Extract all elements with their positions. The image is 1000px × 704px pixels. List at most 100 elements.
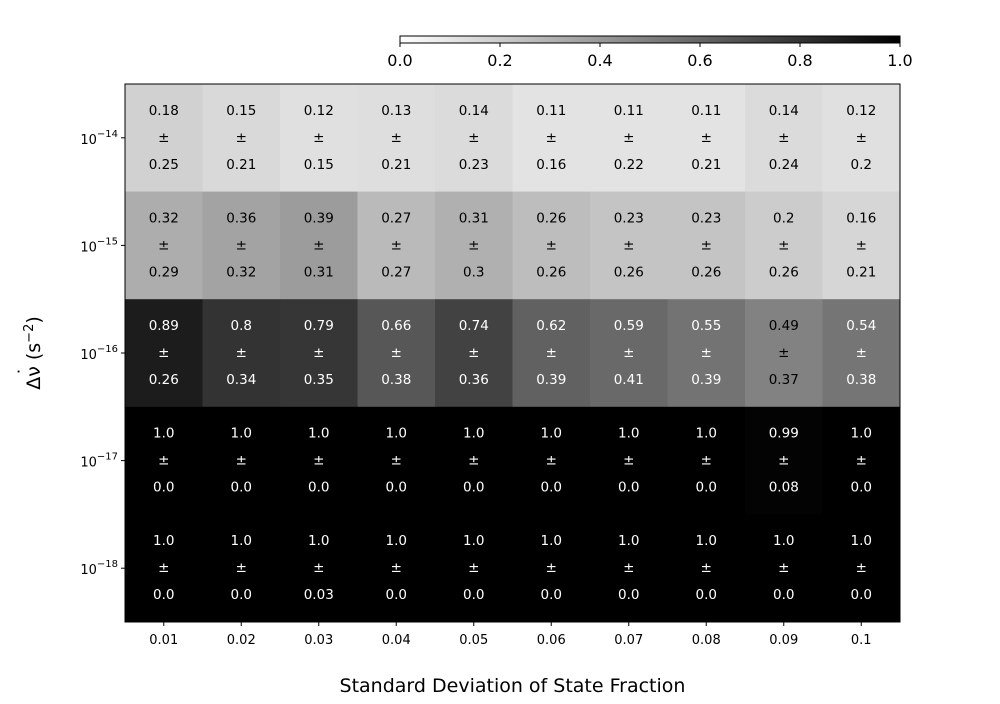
cell-value: 0.18	[149, 103, 179, 119]
cell-plus-minus: ±	[236, 237, 247, 253]
cell-plus-minus: ±	[391, 130, 402, 146]
colorbar-tick-label: 0.4	[587, 51, 612, 70]
x-tick-label: 0.06	[537, 633, 566, 648]
cell-value: 0.12	[846, 103, 876, 119]
cell-error: 0.3	[463, 264, 484, 280]
cell-error: 0.39	[536, 372, 566, 388]
cell-value: 0.31	[459, 210, 489, 226]
x-tick-label: 0.08	[692, 633, 721, 648]
cell-rect	[512, 84, 591, 193]
heatmap-cell: 0.15 ±0.21	[202, 84, 281, 193]
y-tick-exponent: −18	[97, 559, 118, 570]
cell-plus-minus: ±	[391, 345, 402, 361]
cell-rect	[357, 514, 436, 623]
cell-error: 0.0	[153, 587, 174, 603]
cell-plus-minus: ±	[856, 130, 867, 146]
heatmap-cell: 1.0 ±0.0	[512, 406, 591, 515]
cell-plus-minus: ±	[236, 130, 247, 146]
cell-plus-minus: ±	[778, 453, 789, 469]
heatmap-cell: 0.55 ±0.39	[667, 299, 746, 408]
cell-error: 0.21	[846, 264, 876, 280]
cell-error: 0.16	[536, 157, 566, 173]
cell-error: 0.26	[769, 264, 799, 280]
cell-plus-minus: ±	[236, 453, 247, 469]
cell-value: 1.0	[463, 533, 484, 549]
cell-value: 0.49	[769, 318, 799, 334]
y-tick-base: 10	[80, 133, 97, 148]
cell-error: 0.38	[381, 372, 411, 388]
cell-rect	[667, 406, 746, 515]
heatmap-cell: 0.89 ±0.26	[125, 299, 203, 408]
cell-rect	[667, 84, 746, 193]
cell-value: 1.0	[618, 426, 639, 442]
cell-error: 0.0	[618, 587, 639, 603]
cell-value: 1.0	[696, 533, 717, 549]
cell-value: 1.0	[153, 426, 174, 442]
cell-value: 1.0	[773, 533, 794, 549]
cell-plus-minus: ±	[313, 453, 324, 469]
cell-value: 1.0	[541, 426, 562, 442]
colorbar-tick-label: 0.2	[487, 51, 512, 70]
cell-rect	[512, 299, 591, 408]
cell-error: 0.29	[149, 264, 179, 280]
cell-value: 0.26	[536, 210, 566, 226]
cell-rect	[435, 514, 513, 623]
y-axis-label-text: Δν (s−2)	[22, 316, 45, 390]
cell-plus-minus: ±	[158, 453, 169, 469]
cell-rect	[822, 84, 901, 193]
cell-error: 0.0	[231, 480, 252, 496]
cell-rect	[125, 514, 203, 623]
cell-error: 0.36	[459, 372, 489, 388]
cell-plus-minus: ±	[391, 237, 402, 253]
cell-value: 1.0	[618, 533, 639, 549]
cell-plus-minus: ±	[701, 237, 712, 253]
cell-plus-minus: ±	[546, 130, 557, 146]
cell-plus-minus: ±	[856, 345, 867, 361]
cell-error: 0.0	[696, 480, 717, 496]
heatmap-cell: 1.0 ±0.0	[822, 406, 901, 515]
cell-value: 1.0	[696, 426, 717, 442]
cell-rect	[745, 299, 823, 408]
cell-value: 1.0	[541, 533, 562, 549]
cell-rect	[822, 406, 901, 515]
cell-rect	[435, 191, 513, 300]
heatmap-cell: 1.0 ±0.0	[435, 514, 513, 623]
cell-value: 0.15	[226, 103, 256, 119]
cell-value: 1.0	[153, 533, 174, 549]
heatmap-cell: 0.26 ±0.26	[512, 191, 591, 300]
cell-error: 0.0	[541, 480, 562, 496]
y-label-symbol: ν	[23, 366, 45, 377]
cell-rect	[590, 406, 668, 515]
heatmap-cell: 0.12 ±0.2	[822, 84, 901, 193]
cell-error: 0.0	[696, 587, 717, 603]
cell-error: 0.26	[691, 264, 721, 280]
cell-rect	[745, 406, 823, 515]
cell-error: 0.2	[851, 157, 872, 173]
heatmap-cell: 1.0 ±0.0	[512, 514, 591, 623]
heatmap-cell: 0.59 ±0.41	[590, 299, 668, 408]
heatmap-cell: 1.0 ±0.0	[280, 406, 358, 515]
heatmap-cell: 1.0 ±0.0	[202, 514, 281, 623]
cell-value: 0.62	[536, 318, 566, 334]
cell-plus-minus: ±	[158, 130, 169, 146]
cell-error: 0.0	[153, 480, 174, 496]
cell-error: 0.23	[459, 157, 489, 173]
cell-error: 0.21	[226, 157, 256, 173]
heatmap-cell: 0.23 ±0.26	[590, 191, 668, 300]
cell-value: 1.0	[308, 533, 329, 549]
cell-plus-minus: ±	[546, 453, 557, 469]
heatmap-cell: 0.27 ±0.27	[357, 191, 436, 300]
heatmap-cell: 1.0 ±0.03	[280, 514, 358, 623]
cell-rect	[202, 191, 281, 300]
cell-plus-minus: ±	[623, 130, 634, 146]
cell-rect	[202, 84, 281, 193]
cell-value: 0.55	[691, 318, 721, 334]
heatmap-cell: 0.31 ±0.3	[435, 191, 513, 300]
heatmap-cell: 0.74 ±0.36	[435, 299, 513, 408]
cell-error: 0.21	[691, 157, 721, 173]
cell-value: 0.13	[381, 103, 411, 119]
heatmap-cell: 1.0 ±0.0	[202, 406, 281, 515]
cell-plus-minus: ±	[778, 130, 789, 146]
x-axis-label: Standard Deviation of State Fraction	[340, 675, 686, 697]
